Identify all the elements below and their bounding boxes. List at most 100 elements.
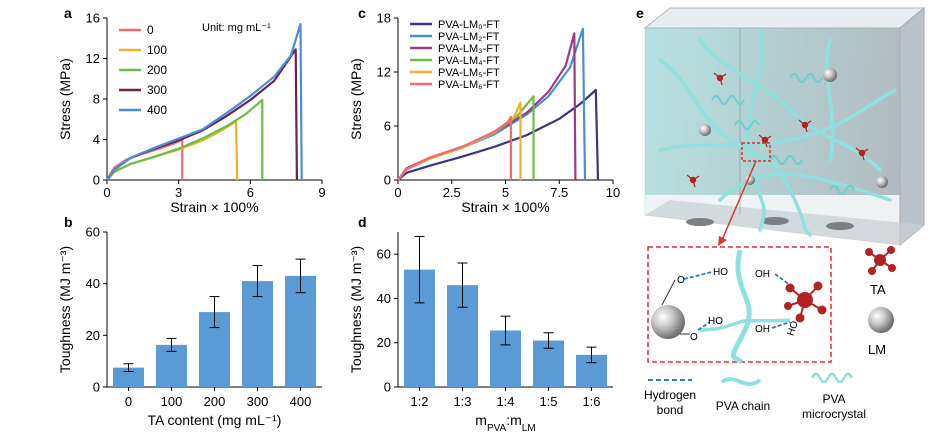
- y-axis-label: Toughness (MJ m⁻³): [348, 246, 364, 373]
- bond-label: OH: [755, 269, 770, 280]
- series-line: [397, 101, 522, 181]
- cube-front-face: [644, 27, 901, 246]
- legend-ta-label: TA: [870, 282, 886, 297]
- bond-label: HO: [713, 267, 728, 278]
- lm-particle: [699, 124, 711, 136]
- bar: [156, 344, 187, 387]
- x-tick-label: 0: [103, 185, 110, 200]
- legend-lm-label: LM: [868, 342, 886, 357]
- x-tick-label: 0: [394, 185, 401, 200]
- legend-lm-icon: [868, 307, 894, 333]
- floor-hole: [686, 218, 714, 226]
- legend-label: 100: [147, 43, 167, 57]
- lm-particle: [876, 176, 888, 188]
- series-line: [397, 88, 600, 181]
- legend-microcrystal-icon: [810, 372, 854, 384]
- cube-top-face: [643, 7, 926, 29]
- series-line: [106, 98, 264, 181]
- legend-label: PVA-LM₆-FT: [438, 79, 500, 91]
- legend-pva-chain-label: PVA chain: [716, 399, 770, 413]
- chart-c-stress-strain-lm: 0 6 12 18 Stress (MPa) 0 2.5 5 7.5 10 Strain × 100…: [348, 11, 620, 216]
- legend-label: PVA-LM₂-FT: [438, 31, 500, 43]
- y-tick-label: 60: [377, 247, 391, 262]
- x-axis-label: TA content (mg mL⁻¹): [148, 412, 282, 428]
- legend-label: PVA-LM₄-FT: [438, 55, 500, 67]
- panel-label-c: c: [358, 5, 366, 21]
- bar: [113, 367, 144, 387]
- series-line: [106, 23, 303, 181]
- x-tick-label: 100: [161, 394, 183, 409]
- y-tick-label: 20: [86, 328, 100, 343]
- bond-label: OH: [755, 324, 770, 335]
- y-tick-label: 60: [86, 225, 100, 240]
- cube-right-face: [899, 6, 925, 247]
- floor-hole: [761, 217, 789, 225]
- panel-label-d: d: [358, 214, 367, 230]
- x-tick-label: 0: [125, 394, 132, 409]
- y-tick-label: 18: [377, 11, 391, 26]
- inset-pva-chain-2: [699, 318, 791, 332]
- x-tick-label: 1:5: [539, 394, 557, 409]
- x-tick-label: 5: [502, 185, 509, 200]
- y-tick-label: 16: [86, 11, 100, 26]
- legend-title: Unit: mg mL⁻¹: [202, 22, 271, 34]
- legend-hbond-label: Hydrogen bond: [644, 388, 696, 417]
- legend-microcrystal-label: PVA microcrystal: [802, 392, 866, 421]
- y-tick-label: 12: [86, 51, 100, 66]
- x-axis-label: Strain × 100%: [461, 199, 549, 215]
- panel-label-b: b: [64, 214, 73, 230]
- x-tick-label: 1:2: [410, 394, 428, 409]
- y-tick-label: 0: [93, 380, 100, 395]
- y-tick-label: 40: [377, 291, 391, 306]
- x-tick-label: 7.5: [550, 185, 568, 200]
- y-tick-label: 6: [384, 119, 391, 134]
- floor-hole: [826, 222, 854, 230]
- panel-label-e: e: [636, 5, 644, 21]
- x-tick-label: 1:4: [496, 394, 514, 409]
- legend-label: 200: [147, 63, 167, 77]
- y-axis-label: Toughness (MJ m⁻³): [57, 246, 73, 373]
- lm-particle: [823, 68, 837, 82]
- legend-label: PVA-LM₃-FT: [438, 43, 500, 55]
- x-axis-label: mPVA:mLM: [475, 412, 535, 434]
- y-tick-label: 8: [93, 92, 100, 107]
- legend-pva-chain-icon: [720, 377, 762, 386]
- inset-ta-molecule: [784, 281, 827, 323]
- x-tick-label: 200: [204, 394, 226, 409]
- y-axis-label: Stress (MPa): [57, 58, 73, 140]
- y-tick-label: 40: [86, 276, 100, 291]
- inset-link: [661, 279, 676, 306]
- x-tick-label: 1:6: [582, 394, 600, 409]
- legend-ta-icon: [865, 246, 896, 275]
- y-tick-label: 4: [93, 132, 100, 147]
- x-tick-label: 6: [247, 185, 254, 200]
- x-tick-label: 9: [318, 185, 325, 200]
- legend-label: 0: [147, 23, 154, 37]
- chart-b-toughness-ta: 0 20 40 60 Toughness (MJ m⁻³) 0 100 200 300 400 TA…: [57, 225, 322, 428]
- pva-microcrystal-coils: [711, 72, 855, 196]
- x-tick-label: 2.5: [443, 185, 461, 200]
- series-line: [397, 115, 512, 181]
- x-axis-label: Strain × 100%: [170, 199, 258, 215]
- x-tick-label: 1:3: [453, 394, 471, 409]
- y-axis-label: Stress (MPa): [348, 58, 364, 140]
- series-line: [397, 95, 535, 181]
- chart-d-toughness-ratio: 0 20 40 60 Toughness (MJ m⁻³) 1:2 1:3 1:4 1:5 1:6…: [348, 232, 613, 434]
- zoom-arrow: [721, 160, 757, 241]
- schematic-panel-e: O HO OH O HO OH HO TA LM Hydrogen: [643, 6, 926, 421]
- legend-label: PVA-LM₅-FT: [438, 67, 500, 79]
- x-tick-label: 300: [247, 394, 269, 409]
- y-tick-label: 0: [384, 173, 391, 188]
- bond-label: HO: [785, 319, 801, 337]
- inset-pva-chain: [730, 249, 752, 365]
- bond-label: O: [690, 332, 698, 343]
- x-tick-label: 3: [175, 185, 182, 200]
- y-tick-label: 12: [377, 65, 391, 80]
- y-tick-label: 0: [93, 173, 100, 188]
- x-tick-label: 400: [290, 394, 312, 409]
- legend-label: PVA-LM₀-FT: [438, 19, 500, 31]
- bond-label: O: [677, 275, 685, 286]
- bar: [285, 275, 316, 387]
- y-tick-label: 20: [377, 335, 391, 350]
